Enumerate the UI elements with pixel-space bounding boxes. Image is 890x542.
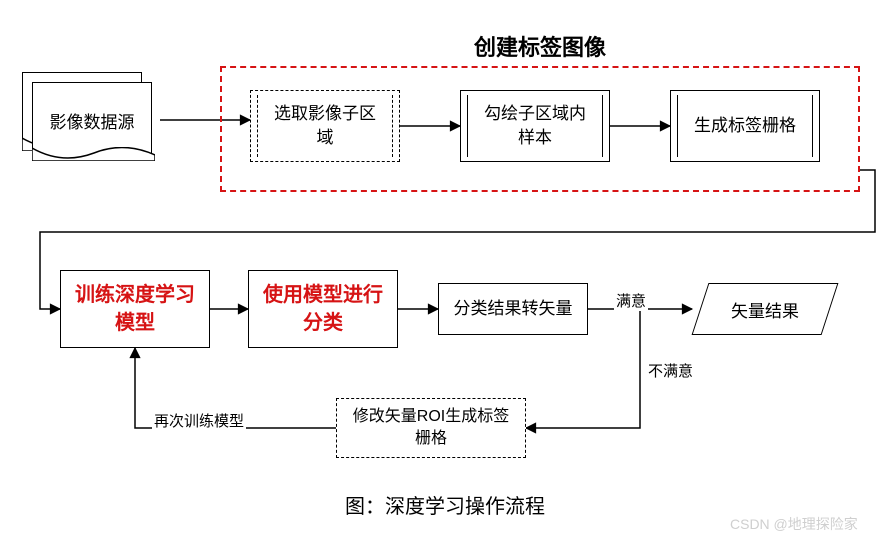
node-gen-raster: 生成标签栅格 <box>670 90 820 162</box>
node-result-label: 矢量结果 <box>731 297 799 322</box>
node-modify-roi: 修改矢量ROI生成标签栅格 <box>336 398 526 458</box>
node-train: 训练深度学习模型 <box>60 270 210 348</box>
watermark: CSDN @地理探险家 <box>730 514 858 534</box>
group-title: 创建标签图像 <box>440 30 640 62</box>
edge-label-retrain: 再次训练模型 <box>152 410 246 431</box>
edge-label-satisfied: 满意 <box>614 290 648 311</box>
node-result: 矢量结果 <box>700 283 830 335</box>
node-source: 影像数据源 <box>22 72 158 166</box>
flowchart-canvas: 创建标签图像 影像数据源 选取影像子区域 勾绘子区域内样本 生成标签栅格 训练深… <box>0 0 890 542</box>
node-to-vector: 分类结果转矢量 <box>438 283 588 335</box>
node-draw-sample: 勾绘子区域内样本 <box>460 90 610 162</box>
node-classify: 使用模型进行分类 <box>248 270 398 348</box>
node-source-label: 影像数据源 <box>32 108 152 133</box>
node-sel-region: 选取影像子区域 <box>250 90 400 162</box>
edge-label-unsatisfied: 不满意 <box>648 360 693 381</box>
figure-caption: 图：深度学习操作流程 <box>280 490 610 519</box>
